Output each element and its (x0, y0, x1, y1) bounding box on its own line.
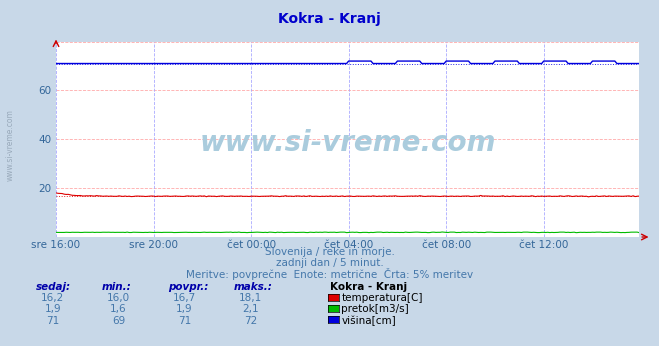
Text: 16,7: 16,7 (173, 293, 196, 303)
Text: 71: 71 (178, 316, 191, 326)
Text: zadnji dan / 5 minut.: zadnji dan / 5 minut. (275, 258, 384, 268)
Text: Kokra - Kranj: Kokra - Kranj (278, 12, 381, 26)
Text: temperatura[C]: temperatura[C] (341, 293, 423, 303)
Text: 1,9: 1,9 (176, 304, 193, 315)
Text: 72: 72 (244, 316, 257, 326)
Text: 16,2: 16,2 (41, 293, 65, 303)
Text: 18,1: 18,1 (239, 293, 262, 303)
Text: 69: 69 (112, 316, 125, 326)
Text: sedaj:: sedaj: (36, 282, 71, 292)
Text: pretok[m3/s]: pretok[m3/s] (341, 304, 409, 315)
Text: 2,1: 2,1 (242, 304, 259, 315)
Text: 71: 71 (46, 316, 59, 326)
Text: 1,6: 1,6 (110, 304, 127, 315)
Text: www.si-vreme.com: www.si-vreme.com (5, 109, 14, 181)
Text: Meritve: povprečne  Enote: metrične  Črta: 5% meritev: Meritve: povprečne Enote: metrične Črta:… (186, 268, 473, 280)
Text: Slovenija / reke in morje.: Slovenija / reke in morje. (264, 247, 395, 257)
Text: višina[cm]: višina[cm] (341, 316, 396, 326)
Text: 1,9: 1,9 (44, 304, 61, 315)
Text: povpr.:: povpr.: (168, 282, 208, 292)
Text: Kokra - Kranj: Kokra - Kranj (330, 282, 407, 292)
Text: min.:: min.: (102, 282, 132, 292)
Text: www.si-vreme.com: www.si-vreme.com (200, 129, 496, 157)
Text: 16,0: 16,0 (107, 293, 130, 303)
Text: maks.:: maks.: (234, 282, 273, 292)
